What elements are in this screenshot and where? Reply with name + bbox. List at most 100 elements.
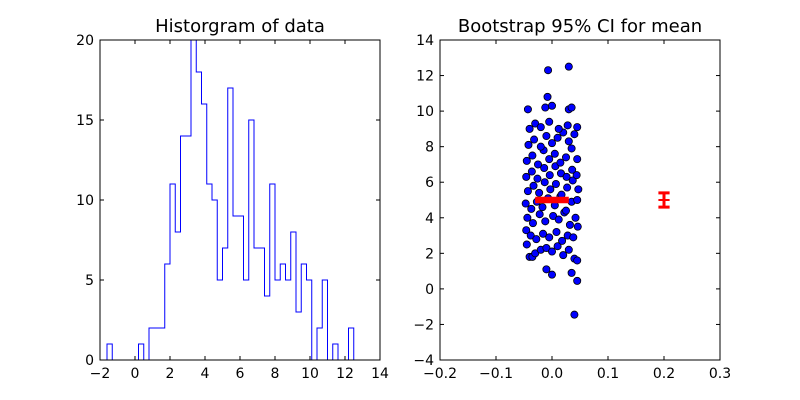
scatter-point (553, 242, 562, 251)
scatter-point (563, 183, 572, 192)
scatter-point (545, 171, 554, 180)
bootstrap-title: Bootstrap 95% CI for mean (458, 16, 702, 37)
scatter-point (536, 123, 545, 132)
x-tick-label: 10 (301, 366, 319, 382)
scatter-point (552, 227, 561, 236)
y-tick-label: 20 (76, 33, 94, 49)
scatter-point (556, 169, 565, 178)
scatter-point (568, 165, 577, 174)
x-tick-label: 0.1 (597, 366, 619, 382)
scatter-point (545, 233, 554, 242)
scatter-point (549, 211, 558, 220)
scatter-point (523, 105, 532, 114)
scatter-point (529, 181, 538, 190)
scatter-point (573, 222, 582, 231)
y-tick-label: −2 (413, 317, 434, 333)
scatter-point (550, 149, 559, 158)
y-tick-label: 0 (85, 353, 94, 369)
scatter-point (539, 229, 548, 238)
histogram-last-bin (348, 327, 355, 360)
scatter-point (567, 268, 576, 277)
scatter-point (522, 226, 531, 235)
histogram-axes-frame (99, 39, 381, 361)
scatter-point (565, 220, 574, 229)
scatter-point (531, 119, 540, 128)
scatter-point (573, 276, 582, 285)
scatter-point (522, 172, 531, 181)
scatter-point (562, 153, 571, 162)
scatter-point (571, 213, 580, 222)
histogram-marks (106, 39, 355, 361)
scatter-point (542, 243, 551, 252)
scatter-point (564, 245, 573, 254)
scatter-point (545, 155, 554, 164)
scatter-point (542, 265, 551, 274)
scatter-point (574, 185, 583, 194)
scatter-point (551, 179, 560, 188)
bootstrap-axes-frame (439, 39, 721, 361)
scatter-point (532, 235, 541, 244)
y-tick-label: 4 (425, 211, 434, 227)
scatter-point (538, 203, 547, 212)
scatter-point (573, 195, 582, 204)
x-tick-label: 0.3 (709, 366, 731, 382)
scatter-point (562, 206, 571, 215)
scatter-point (564, 137, 573, 146)
y-tick-label: 6 (425, 175, 434, 191)
scatter-point (543, 92, 552, 101)
scatter-point (535, 210, 544, 219)
scatter-point (563, 121, 572, 130)
scatter-point (558, 236, 567, 245)
scatter-point (527, 167, 536, 176)
x-tick-label: −2 (90, 366, 111, 382)
scatter-point (548, 247, 557, 256)
y-tick-label: 0 (425, 282, 434, 298)
scatter-point (527, 204, 536, 213)
x-tick-label: 4 (201, 366, 210, 382)
scatter-point (540, 178, 549, 187)
scatter-point (559, 251, 568, 260)
scatter-point (528, 219, 537, 228)
scatter-point (556, 158, 565, 167)
scatter-point (541, 217, 550, 226)
scatter-point (521, 199, 530, 208)
y-tick-label: 5 (85, 273, 94, 289)
scatter-point (533, 174, 542, 183)
scatter-point (525, 124, 534, 133)
scatter-point (546, 185, 555, 194)
scatter-point (522, 156, 531, 165)
scatter-point (562, 172, 571, 181)
scatter-point (553, 133, 562, 142)
scatter-point (531, 249, 540, 258)
scatter-point (573, 155, 582, 164)
y-tick-label: 12 (416, 69, 434, 85)
scatter-point (534, 160, 543, 169)
ci-errorbar (658, 191, 670, 209)
scatter-point (536, 142, 545, 151)
scatter-point (524, 140, 533, 149)
scatter-point (530, 135, 539, 144)
scatter-point (528, 151, 537, 160)
scatter-point (567, 103, 576, 112)
scatter-point (523, 187, 532, 196)
scatter-point (573, 123, 582, 132)
scatter-point (573, 256, 582, 265)
scatter-point (540, 163, 549, 172)
x-tick-label: 2 (166, 366, 175, 382)
scatter-point (548, 139, 557, 148)
scatter-point (548, 270, 557, 279)
x-tick-label: 8 (271, 366, 280, 382)
x-tick-label: 0 (131, 366, 140, 382)
scatter-point (545, 117, 554, 126)
scatter-point (544, 66, 553, 75)
scatter-point (535, 188, 544, 197)
y-tick-label: 8 (425, 140, 434, 156)
y-tick-label: 10 (416, 104, 434, 120)
x-tick-label: −0.2 (423, 366, 457, 382)
bootstrap-panel: Bootstrap 95% CI for mean −0.2 −0.1 0.0 0.1… (413, 16, 731, 382)
ci-errorbar (535, 196, 569, 204)
histogram-step-line (106, 39, 354, 361)
